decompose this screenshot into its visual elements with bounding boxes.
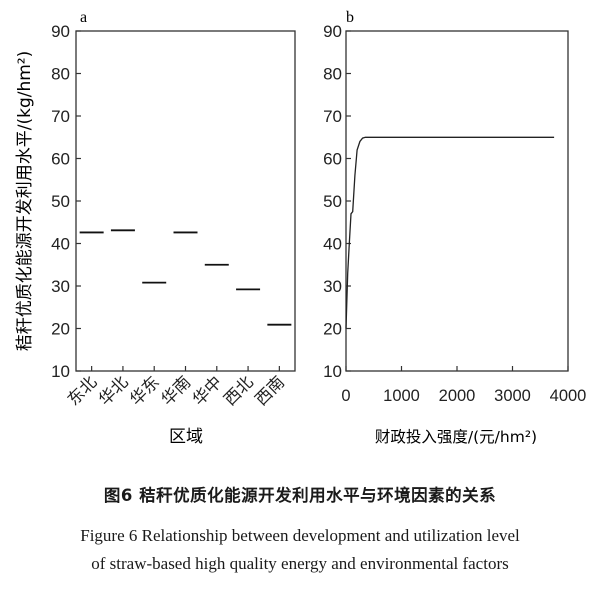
panel-b-x-tick-label: 0: [341, 387, 350, 405]
panel-b-y-tick-label: 20: [323, 320, 342, 339]
figure-caption-chinese: 图6 秸秆优质化能源开发利用水平与环境因素的关系: [103, 486, 497, 505]
panel-a-y-tick-label: 60: [51, 150, 70, 169]
panel-b-frame: [345, 30, 569, 372]
panel-b-y-tick-label: 40: [323, 235, 342, 254]
panel-b-y-tick-label: 70: [323, 107, 342, 126]
panel-b-x-tick-label: 2000: [439, 387, 476, 405]
panel-a-y-tick-label: 90: [51, 22, 70, 41]
panel-b-x-tick-label: 4000: [550, 387, 587, 405]
figure-caption-english-line1: Figure 6 Relationship between developmen…: [80, 526, 520, 545]
panel-a-y-tick-label: 80: [51, 65, 70, 84]
panel-a-x-tick-label: 华北: [95, 372, 132, 409]
panel-a-y-tick-label: 10: [51, 362, 70, 381]
panel-a-x-tick-label: 西南: [251, 372, 288, 409]
panel-a-y-tick-label: 50: [51, 192, 70, 211]
panel-a-x-tick-label: 华南: [158, 372, 195, 409]
panel-a-y-tick-label: 20: [51, 320, 70, 339]
panel-b-y-tick-label: 80: [323, 65, 342, 84]
panel-a-y-tick-label: 70: [51, 107, 70, 126]
panel-b-y-tick-label: 30: [323, 277, 342, 296]
panel-a-y-axis: 10 20 30 40 50 60 70 80 90: [51, 22, 81, 381]
panel-b-y-tick-label: 50: [323, 192, 342, 211]
panel-a-x-tick-label: 华中: [189, 372, 226, 409]
panel-a-letter: a: [80, 9, 87, 26]
panel-a-x-tick-label: 西北: [220, 372, 257, 409]
panel-a-x-axis-label: 区域: [169, 427, 203, 447]
panel-b-y-axis: 10 20 30 40 50 60 70 80 90: [323, 22, 351, 381]
panel-b: b 10 20 30 40 50 60 70 80 90 0 1000 2000 3000 4000 财…: [323, 9, 586, 446]
panel-a-y-axis-label: 秸秆优质化能源开发利用水平/(kg/hm²): [15, 51, 35, 352]
panel-b-series-line: [345, 136, 555, 329]
panel-a-frame: [75, 30, 296, 372]
panel-b-x-axis-label: 财政投入强度/(元/hm²): [375, 428, 537, 446]
panel-a-y-tick-label: 30: [51, 277, 70, 296]
panel-a-x-tick-label: 华东: [126, 372, 163, 409]
panel-a-y-tick-label: 40: [51, 235, 70, 254]
panel-b-x-tick-label: 3000: [494, 387, 531, 405]
panel-b-y-tick-label: 90: [323, 22, 342, 41]
figure-caption-english-line2: of straw-based high quality energy and e…: [91, 554, 509, 573]
panel-b-x-tick-label: 1000: [383, 387, 420, 405]
panel-b-y-tick-label: 10: [323, 362, 342, 381]
panel-b-letter: b: [346, 9, 354, 26]
panel-b-x-axis: 0 1000 2000 3000 4000: [341, 366, 586, 405]
panel-b-y-tick-label: 60: [323, 150, 342, 169]
panel-a-marks: [79, 229, 292, 326]
